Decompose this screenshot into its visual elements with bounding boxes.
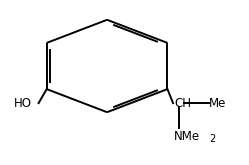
Text: Me: Me [209, 97, 227, 110]
Text: NMe: NMe [174, 130, 200, 143]
Text: HO: HO [14, 97, 32, 110]
Text: CH: CH [174, 97, 191, 110]
Text: 2: 2 [209, 134, 215, 144]
